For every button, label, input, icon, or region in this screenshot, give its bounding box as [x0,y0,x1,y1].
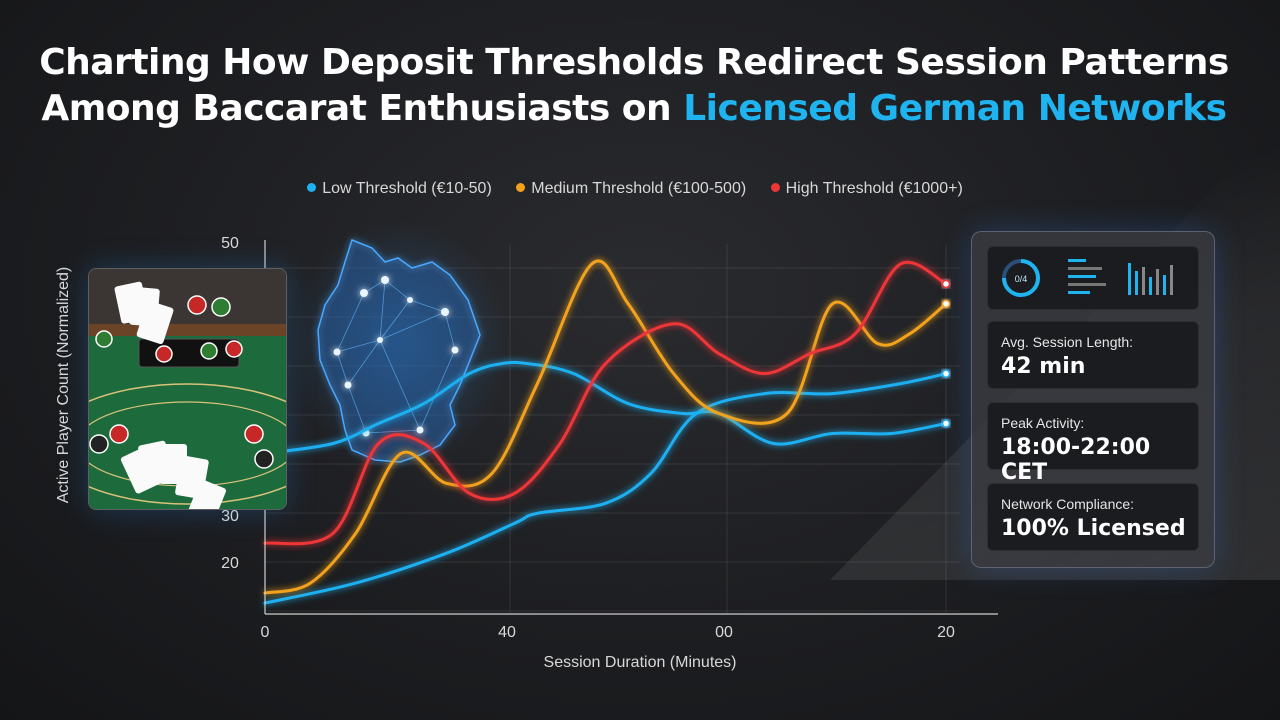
chart-series [263,259,951,605]
legend-label-low: Low Threshold (€10-50) [322,180,492,197]
stat-label-session-length: Avg. Session Length: [1001,334,1134,350]
series-endpoint-marker[interactable] [941,299,951,309]
legend-item-high[interactable]: High Threshold (€1000+) [770,180,963,198]
chart-legend: Low Threshold (€10-50) Medium Threshold … [0,180,1270,198]
x-axis-label: Session Duration (Minutes) [544,654,737,671]
legend-label-high: High Threshold (€1000+) [785,180,963,197]
series-endpoint-marker[interactable] [941,369,951,378]
series-low-threshold-line[interactable] [263,372,948,605]
legend-dot-low [307,183,317,193]
x-tick-label: 20 [937,624,955,641]
title-line-2: Among Baccarat Enthusiasts on Licensed G… [0,86,1268,132]
panel-widget-header: 0/4 [987,246,1199,310]
legend-item-low[interactable]: Low Threshold (€10-50) [307,180,492,198]
y-axis-label: Active Player Count (Normalized) [55,267,72,504]
stat-value-session-length: 42 min [1001,354,1086,379]
series-medium-threshold-line[interactable] [263,259,948,595]
gauge-icon-text: 0/4 [1015,274,1028,284]
legend-label-medium: Medium Threshold (€100-500) [531,180,747,197]
x-tick-label: 0 [261,624,270,641]
title-line-2-accent: Licensed German Networks [683,88,1227,129]
legend-item-medium[interactable]: Medium Threshold (€100-500) [516,180,746,198]
y-tick-label: 20 [221,555,239,572]
stats-panel: 0/4 Avg. Session Length: 42 min Peak Act… [971,231,1215,568]
mini-dashboard-graphic: 0/4 [1002,259,1173,297]
stat-label-compliance: Network Compliance: [1001,496,1135,512]
x-tick-label: 00 [715,624,733,641]
baccarat-table-photo [88,268,287,510]
stat-value-peak-activity: 18:00-22:00 CET [1001,435,1151,485]
stat-card-peak-activity: Peak Activity: 18:00-22:00 CET [987,402,1199,485]
baccarat-table-illustration [89,269,286,509]
page-title: Charting How Deposit Thresholds Redirect… [0,40,1268,132]
y-tick-label: 30 [221,508,239,525]
y-tick-label: 50 [221,235,239,252]
title-line-2-prefix: Among Baccarat Enthusiasts on [41,88,684,129]
series-low-threshold-line-2[interactable] [263,360,948,455]
x-tick-label: 40 [498,624,516,641]
stat-card-compliance: Network Compliance: 100% Licensed [987,483,1199,551]
series-endpoint-marker[interactable] [941,279,951,289]
stat-value-compliance: 100% Licensed [1001,516,1186,541]
legend-dot-medium [516,183,526,193]
germany-network-map [290,220,510,470]
legend-dot-high [770,183,780,193]
title-line-1: Charting How Deposit Thresholds Redirect… [39,42,1229,83]
stat-card-session-length: Avg. Session Length: 42 min [987,321,1199,389]
series-endpoint-marker[interactable] [941,419,951,428]
series-high-threshold-line[interactable] [263,260,948,546]
stat-label-peak-activity: Peak Activity: [1001,415,1085,431]
